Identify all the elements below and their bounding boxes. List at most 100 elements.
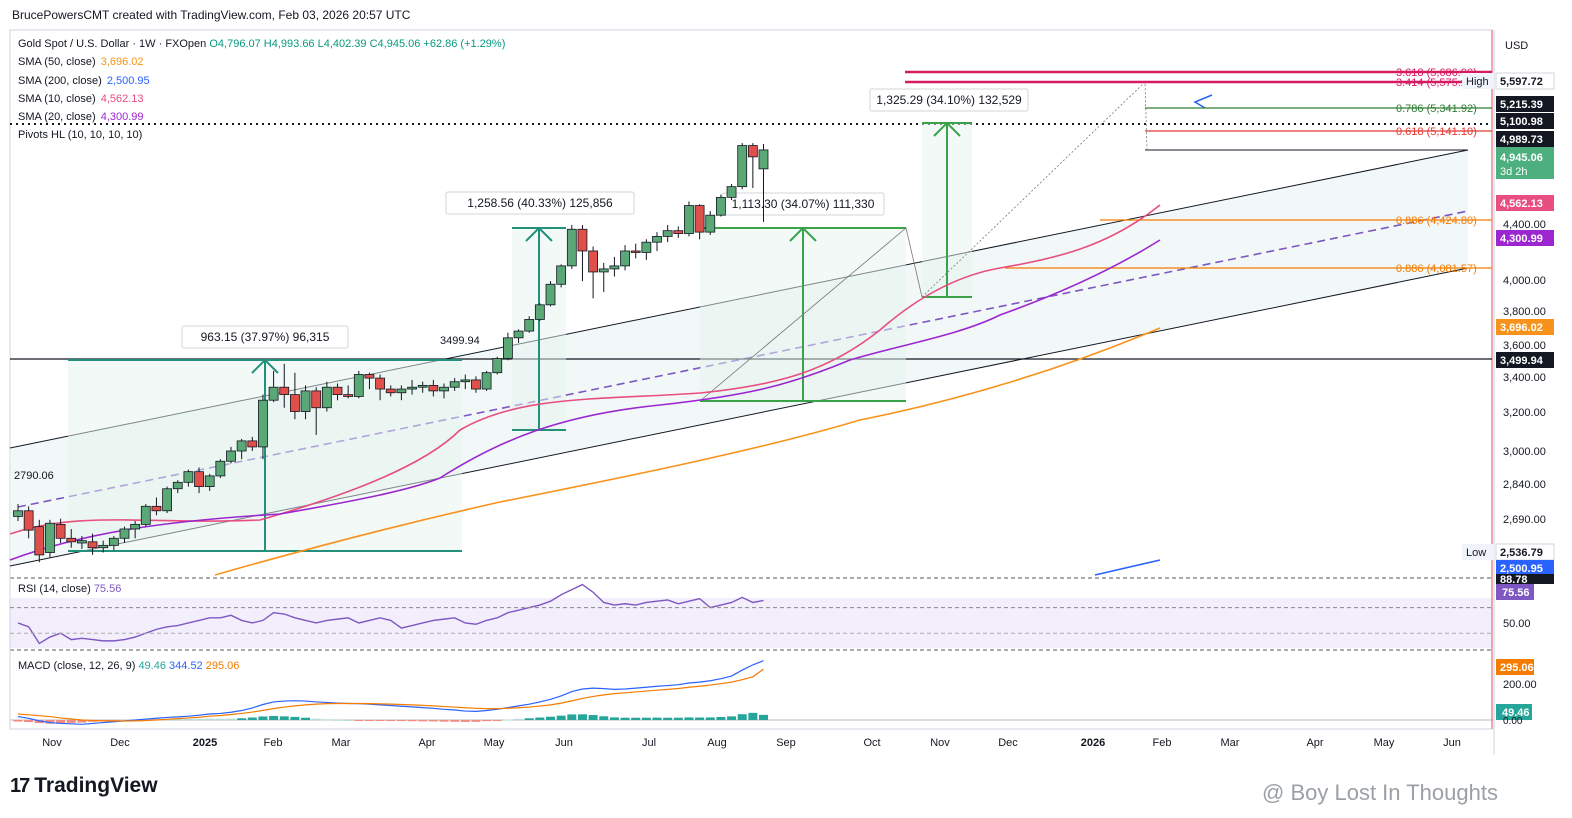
- candle-body: [396, 388, 407, 394]
- macd-histogram-bar: [620, 717, 630, 720]
- time-tick: Feb: [264, 737, 283, 749]
- candle-body: [502, 337, 513, 359]
- macd-line: [17, 660, 764, 725]
- macd-axis-label: 200.00: [1503, 679, 1537, 691]
- candle-body: [332, 386, 343, 396]
- price-label-bg: [1496, 319, 1554, 335]
- macd-histogram-bar: [737, 714, 747, 720]
- time-tick: Sep: [776, 737, 796, 749]
- rsi-legend[interactable]: RSI (14, close) 75.56: [18, 583, 122, 595]
- macd-histogram-bar: [577, 714, 587, 720]
- candle-body: [716, 196, 726, 216]
- macd-histogram-bar: [13, 720, 23, 722]
- candle-body: [321, 386, 332, 409]
- candle-body: [428, 384, 439, 392]
- candle-body: [55, 523, 66, 539]
- price-tick: 3,600.00: [1503, 340, 1546, 352]
- candle-body: [492, 358, 503, 374]
- time-tick: Jul: [642, 737, 656, 749]
- macd-histogram-bar: [663, 717, 673, 720]
- macd-legend[interactable]: MACD (close, 12, 26, 9) 49.46 344.52 295…: [18, 660, 240, 672]
- fib-level-label: 0.786 (5,341.92): [1396, 103, 1477, 115]
- time-tick: May: [484, 737, 505, 749]
- measure-arrowhead: [933, 121, 961, 137]
- macd-histogram-bar: [215, 718, 225, 720]
- macd-histogram-bar: [673, 717, 683, 720]
- candle-body: [534, 304, 545, 320]
- watermark: @ Boy Lost In Thoughts: [1262, 780, 1498, 805]
- tag-bg: [1462, 73, 1494, 89]
- pivot-label-3499: 3499.94: [440, 335, 480, 347]
- macd-histogram-bar: [428, 720, 438, 722]
- time-axis: Nov Dec 2025 Feb Mar Apr May Jun Jul Aug Sep Oct Nov…: [42, 737, 1461, 749]
- fib-level-label: 3.414 (5,575.xx): [1396, 77, 1476, 89]
- price-label-bg: [1496, 147, 1554, 179]
- swing-line: [699, 227, 923, 402]
- macd-histogram-bar: [290, 716, 300, 720]
- macd-histogram-bar: [407, 720, 417, 722]
- symbol-title[interactable]: Gold Spot / U.S. Dollar · 1W · FXOpen: [18, 38, 207, 50]
- time-tick: Aug: [707, 737, 727, 749]
- candle-body: [407, 386, 417, 390]
- price-label: 5,597.72: [1500, 76, 1543, 88]
- candle-body: [87, 541, 98, 549]
- legend-sma10[interactable]: SMA (10, close) 4,562.13: [18, 92, 144, 105]
- candle-body: [364, 374, 375, 379]
- measure-arrowhead: [789, 226, 817, 242]
- sma10-line: [9, 204, 1161, 535]
- macd-histogram-bar: [631, 717, 641, 720]
- candle-body: [226, 450, 236, 462]
- fib-levels: 3.618 (5,686.90)3.414 (5,575.xx) 0.786 (5…: [905, 67, 1492, 275]
- fib-level-label: 0.886 (4,424.80): [1396, 215, 1477, 227]
- macd-histogram-bar: [759, 714, 768, 720]
- candle-body: [737, 145, 748, 188]
- macd-signal-label: 295.06: [1500, 662, 1534, 674]
- legend-sma200[interactable]: SMA (200, close) 2,500.95: [18, 74, 150, 87]
- macd-signal-line: [17, 668, 764, 722]
- candle-body: [630, 250, 641, 253]
- sma50-value: 3,696.02: [100, 56, 144, 69]
- macd-histogram-bar: [301, 717, 311, 720]
- tradingview-logo: 17 TradingView: [10, 774, 158, 797]
- candle-body: [279, 386, 290, 396]
- time-tick: Jun: [1443, 737, 1461, 749]
- macd-histogram-bar: [524, 718, 534, 720]
- candle-body: [23, 510, 34, 531]
- time-tick: Dec: [110, 737, 130, 749]
- ohlc-values: O4,796.07 H4,993.66 L4,402.39 C4,945.06 …: [209, 38, 506, 50]
- macd-histogram-bar: [503, 719, 513, 721]
- macd-histogram-bar: [514, 718, 524, 720]
- macd-histogram-bar: [247, 717, 257, 720]
- macd-histogram-bar: [34, 720, 44, 724]
- candle-body: [481, 372, 492, 390]
- candle-body: [108, 537, 119, 546]
- price-label-bg: [1496, 560, 1554, 576]
- macd-histogram-bar: [333, 719, 342, 721]
- candles: [13, 143, 769, 563]
- countdown-label: 3d 2h: [1500, 166, 1528, 178]
- macd-histogram-bar: [492, 720, 502, 721]
- candle-body: [598, 268, 609, 273]
- macd-histogram-bar: [269, 715, 279, 720]
- chart-legend: Gold Spot / U.S. Dollar · 1W · FXOpen O4…: [18, 35, 505, 145]
- measure-arrowhead: [525, 226, 553, 242]
- candle-body: [566, 228, 577, 267]
- legend-sma50[interactable]: SMA (50, close) 3,696.02: [18, 56, 144, 69]
- candle-body: [385, 388, 396, 394]
- candle-body: [513, 330, 524, 339]
- macd-zero-label: 0.00: [1503, 716, 1523, 727]
- macd-signal-bg: [1496, 659, 1534, 675]
- legend-pivots[interactable]: Pivots HL (10, 10, 10, 10): [18, 129, 143, 142]
- candle-body: [204, 475, 215, 487]
- candle-body: [471, 379, 481, 390]
- macd-hist-bg: [1496, 704, 1532, 720]
- candle-body: [673, 230, 684, 234]
- measure-tools: 963.15 (37.97%) 96,315 1,258.56 (40.33%) …: [14, 81, 1213, 552]
- macd-histogram-bar: [386, 720, 396, 721]
- macd-histogram-bar: [567, 714, 577, 720]
- candle-body: [194, 471, 204, 487]
- legend-sma20[interactable]: SMA (20, close) 4,300.99: [18, 111, 144, 124]
- macd-histogram-bar: [716, 717, 726, 720]
- price-label: 2,536.79: [1500, 547, 1543, 559]
